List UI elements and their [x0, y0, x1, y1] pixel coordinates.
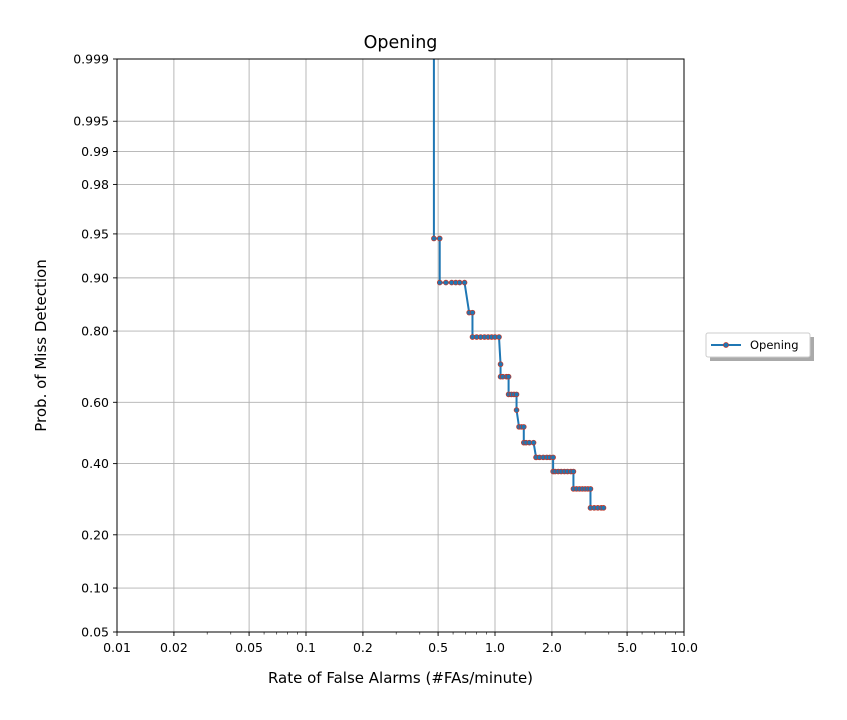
data-point [456, 279, 463, 286]
x-tick-label: 0.02 [160, 640, 188, 655]
x-axis-label: Rate of False Alarms (#FAs/minute) [268, 669, 533, 687]
y-tick-label: 0.20 [81, 527, 109, 542]
x-tick-label: 10.0 [670, 640, 698, 655]
x-tick-label: 0.05 [235, 640, 263, 655]
data-point [600, 505, 607, 511]
data-point [505, 373, 512, 380]
x-tick-label: 2.0 [542, 640, 562, 655]
y-tick-label: 0.90 [81, 270, 109, 285]
y-tick-label: 0.40 [81, 456, 109, 471]
plot-area [431, 59, 607, 511]
data-point [513, 407, 520, 413]
y-tick-label: 0.95 [81, 226, 109, 241]
data-point [461, 279, 468, 286]
data-point [497, 361, 504, 368]
data-point [570, 468, 577, 475]
data-point [469, 309, 476, 316]
y-tick-label: 0.05 [81, 625, 109, 640]
data-point [443, 279, 449, 286]
legend-box [705, 332, 811, 358]
y-tick-label: 0.999 [73, 52, 109, 67]
legend-marker-swatch [723, 342, 729, 348]
chart-title: Opening [364, 33, 438, 53]
x-tick-label: 5.0 [617, 640, 637, 655]
ticks: 0.01 0.02 0.05 0.1 0.2 0.5 1.0 2.0 5.0 10.0 0.05 0.… [73, 52, 698, 656]
data-point [436, 279, 443, 286]
y-tick-label: 0.995 [73, 114, 109, 129]
data-point [520, 424, 527, 430]
x-tick-label: 0.5 [428, 640, 448, 655]
x-tick-label: 1.0 [485, 640, 505, 655]
y-tick-label: 0.99 [81, 144, 109, 159]
y-tick-label: 0.60 [81, 395, 109, 410]
y-tick-label: 0.10 [81, 581, 109, 596]
legend: Opening [705, 332, 814, 361]
x-tick-label: 0.2 [353, 640, 373, 655]
data-point [550, 454, 556, 461]
y-tick-label: 0.98 [81, 177, 109, 192]
y-tick-label: 0.80 [81, 324, 109, 339]
data-point [436, 235, 443, 242]
x-tick-label: 0.01 [103, 640, 131, 655]
legend-label: Opening [750, 338, 799, 352]
data-point [513, 391, 520, 398]
axes-frame [116, 58, 685, 633]
x-tick-label: 0.1 [296, 640, 316, 655]
data-point [431, 235, 437, 242]
data-point [530, 439, 537, 446]
y-axis-label: Prob. of Miss Detection [32, 259, 50, 431]
data-point [587, 486, 594, 492]
data-point [496, 334, 502, 340]
